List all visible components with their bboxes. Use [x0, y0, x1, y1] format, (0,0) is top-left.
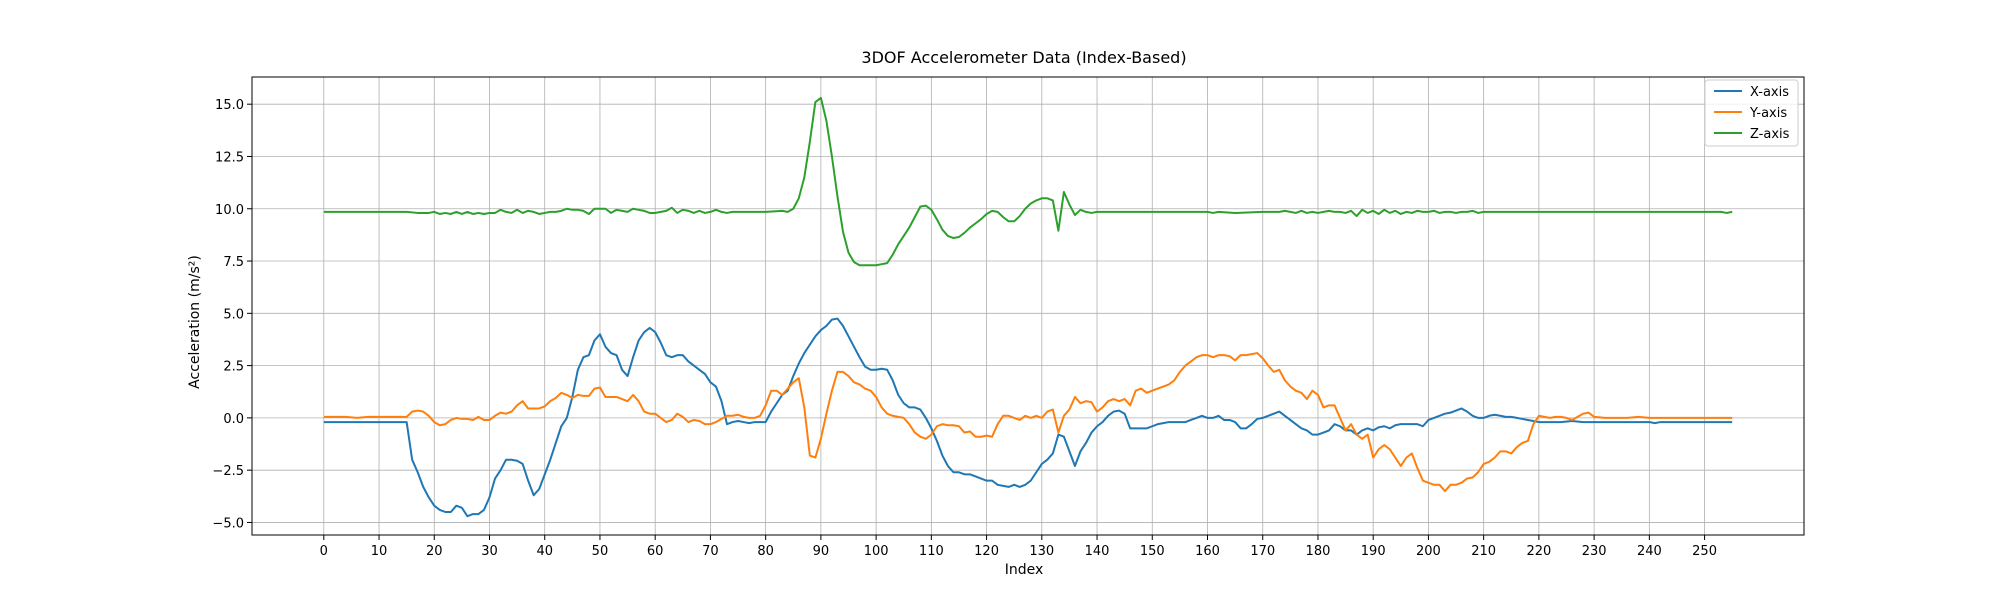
x-tick-label: 130 [1029, 544, 1054, 559]
x-tick-label: 240 [1637, 544, 1662, 559]
y-tick-label: −5.0 [212, 516, 244, 531]
x-tick-label: 0 [320, 544, 328, 559]
chart-title: 3DOF Accelerometer Data (Index-Based) [861, 48, 1186, 67]
plot-area-frame [251, 76, 1805, 536]
x-tick-label: 120 [974, 544, 999, 559]
x-tick-label: 50 [592, 544, 609, 559]
x-tick-label: 170 [1250, 544, 1275, 559]
x-tick-label: 100 [864, 544, 889, 559]
x-tick-label: 40 [536, 544, 553, 559]
y-tick-label: 15.0 [215, 98, 244, 113]
y-tick-label: 0.0 [223, 412, 244, 427]
x-tick-label: 210 [1471, 544, 1496, 559]
y-tick-label: 5.0 [223, 307, 244, 322]
x-tick-label: 140 [1085, 544, 1110, 559]
series-line-x-axis [323, 317, 1733, 518]
legend-label-z: Z-axis [1750, 127, 1790, 142]
x-tick-label: 160 [1195, 544, 1220, 559]
legend-box [1704, 79, 1799, 147]
x-tick-label: 180 [1306, 544, 1331, 559]
y-axis-ticks: −5.0 −2.5 0.0 2.5 5.0 7.5 10.0 12.5 15.0 [212, 98, 252, 531]
series-line-z-axis [323, 96, 1733, 267]
y-tick-label: 10.0 [215, 203, 244, 218]
x-tick-label: 250 [1692, 544, 1717, 559]
y-tick-label: 12.5 [215, 150, 244, 165]
legend-label-y: Y-axis [1749, 106, 1787, 121]
series-lines [323, 96, 1733, 518]
x-tick-label: 10 [371, 544, 388, 559]
x-tick-label: 150 [1140, 544, 1165, 559]
y-tick-label: 2.5 [223, 360, 244, 375]
y-axis-label: Acceleration (m/s²) [187, 255, 203, 389]
legend: X-axis Y-axis Z-axis [1704, 79, 1799, 147]
series-line-y-axis [323, 352, 1733, 493]
x-tick-label: 230 [1582, 544, 1607, 559]
y-tick-label: 7.5 [223, 255, 244, 270]
x-tick-label: 190 [1361, 544, 1386, 559]
y-tick-label: −2.5 [212, 464, 244, 479]
x-axis-label: Index [1005, 562, 1044, 578]
x-tick-label: 30 [481, 544, 498, 559]
x-tick-label: 70 [702, 544, 719, 559]
x-tick-label: 200 [1416, 544, 1441, 559]
x-tick-label: 20 [426, 544, 443, 559]
x-tick-label: 110 [919, 544, 944, 559]
x-tick-label: 60 [647, 544, 664, 559]
x-axis-ticks: 0 10 20 30 40 50 60 70 80 90 100 110 120 130 140 150 160… [320, 535, 1717, 559]
x-tick-label: 80 [757, 544, 774, 559]
x-tick-label: 90 [813, 544, 830, 559]
x-tick-label: 220 [1526, 544, 1551, 559]
legend-label-x: X-axis [1750, 85, 1789, 100]
